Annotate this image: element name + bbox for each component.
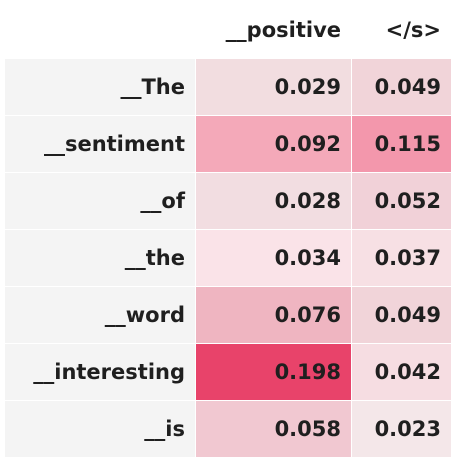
- row-label: __is: [5, 401, 195, 457]
- value-cell: 0.058: [196, 401, 351, 457]
- row-label: __The: [5, 59, 195, 115]
- table-row: __The 0.029 0.049: [5, 59, 451, 115]
- value-cell: 0.198: [196, 344, 351, 400]
- row-label: __interesting: [5, 344, 195, 400]
- value-cell: 0.028: [196, 173, 351, 229]
- table-row: __sentiment 0.092 0.115: [5, 116, 451, 172]
- column-header: __positive: [225, 17, 341, 42]
- value-cell: 0.037: [352, 230, 451, 286]
- table-header: __positive </s>: [5, 1, 451, 58]
- table-row: __interesting 0.198 0.042: [5, 344, 451, 400]
- attention-table: __positive </s> __The 0.029 0.049 __sentimen…: [4, 0, 452, 458]
- table-row: __is 0.058 0.023: [5, 401, 451, 457]
- header-row: __positive </s>: [5, 1, 451, 58]
- value-cell: 0.034: [196, 230, 351, 286]
- table-row: __the 0.034 0.037: [5, 230, 451, 286]
- value-cell: 0.076: [196, 287, 351, 343]
- row-label: __of: [5, 173, 195, 229]
- value-cell: 0.049: [352, 59, 451, 115]
- value-cell: 0.052: [352, 173, 451, 229]
- table-body: __The 0.029 0.049 __sentiment 0.092 0.115 __of…: [5, 59, 451, 457]
- table-row: __of 0.028 0.052: [5, 173, 451, 229]
- column-header: </s>: [385, 17, 441, 42]
- row-label: __the: [5, 230, 195, 286]
- value-cell: 0.115: [352, 116, 451, 172]
- corner-cell: [5, 1, 195, 58]
- table-row: __word 0.076 0.049: [5, 287, 451, 343]
- value-cell: 0.023: [352, 401, 451, 457]
- value-cell: 0.042: [352, 344, 451, 400]
- row-label: __sentiment: [5, 116, 195, 172]
- value-cell: 0.029: [196, 59, 351, 115]
- value-cell: 0.049: [352, 287, 451, 343]
- value-cell: 0.092: [196, 116, 351, 172]
- row-label: __word: [5, 287, 195, 343]
